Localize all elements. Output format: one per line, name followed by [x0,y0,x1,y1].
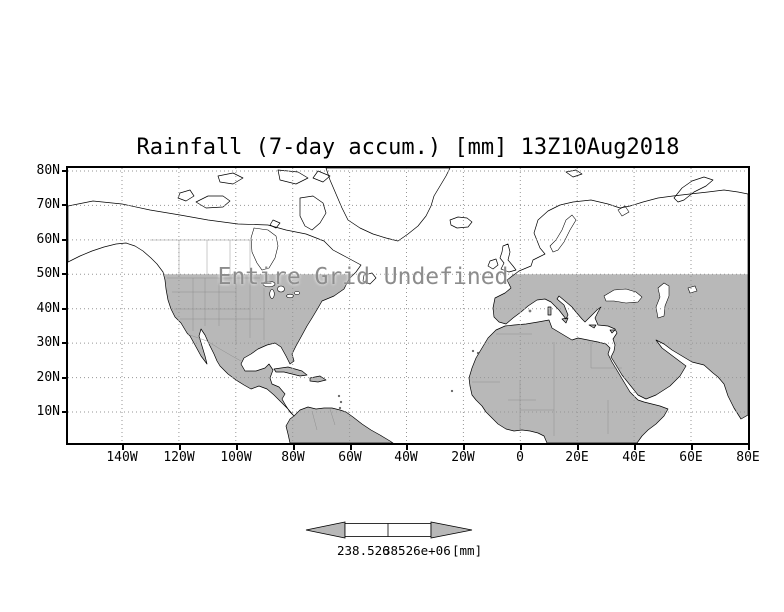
lon-tick-label: 100W [206,444,266,465]
lat-tick-label: 80N [36,163,69,178]
lon-tick-label: 80W [263,444,323,465]
lon-tick-label: 40W [376,444,436,465]
lon-tick-label: 20W [433,444,493,465]
world-map-svg [68,168,748,443]
colorbar-right-arrow [430,521,473,539]
lon-tick-label: 60E [661,444,721,465]
colorbar-tick-label: 38526e+06 [383,543,451,558]
coastlines [68,168,748,443]
colorbar-left-arrow [305,521,346,539]
lat-tick-label: 60N [36,232,69,247]
lon-tick-label: 0 [490,444,550,465]
lat-tick-label: 30N [36,335,69,350]
lat-tick-label: 70N [36,197,69,212]
undefined-grid-label: Entire Grid Undefined [217,264,509,290]
map-plot: Entire Grid Undefined [66,166,750,445]
lon-tick-label: 80E [718,444,778,465]
gridlines [68,168,748,443]
lon-tick-label: 20E [547,444,607,465]
lat-tick-label: 20N [36,370,69,385]
land-shading-below-50N [164,274,748,419]
lon-tick-label: 40E [604,444,664,465]
colorbar-svg [305,521,473,539]
longitude-axis: 140W 120W 100W 80W 60W 40W 20W 0 20E 40E… [68,444,760,467]
lat-tick-label: 40N [36,301,69,316]
colorbar [303,518,475,542]
colorbar-tick-label: 238.526 [337,543,390,558]
lon-tick-label: 60W [320,444,380,465]
latitude-axis: 80N 70N 60N 50N 40N 30N 20N 10N [0,164,69,443]
inland-seas-and-lakes [250,205,698,319]
lat-tick-label: 50N [36,266,69,281]
lon-tick-label: 120W [149,444,209,465]
colorbar-units-label: [mm] [452,543,483,558]
plot-title: Rainfall (7-day accum.) [mm] 13Z10Aug201… [136,135,680,160]
lon-tick-label: 140W [92,444,152,465]
lat-tick-label: 10N [36,404,69,419]
